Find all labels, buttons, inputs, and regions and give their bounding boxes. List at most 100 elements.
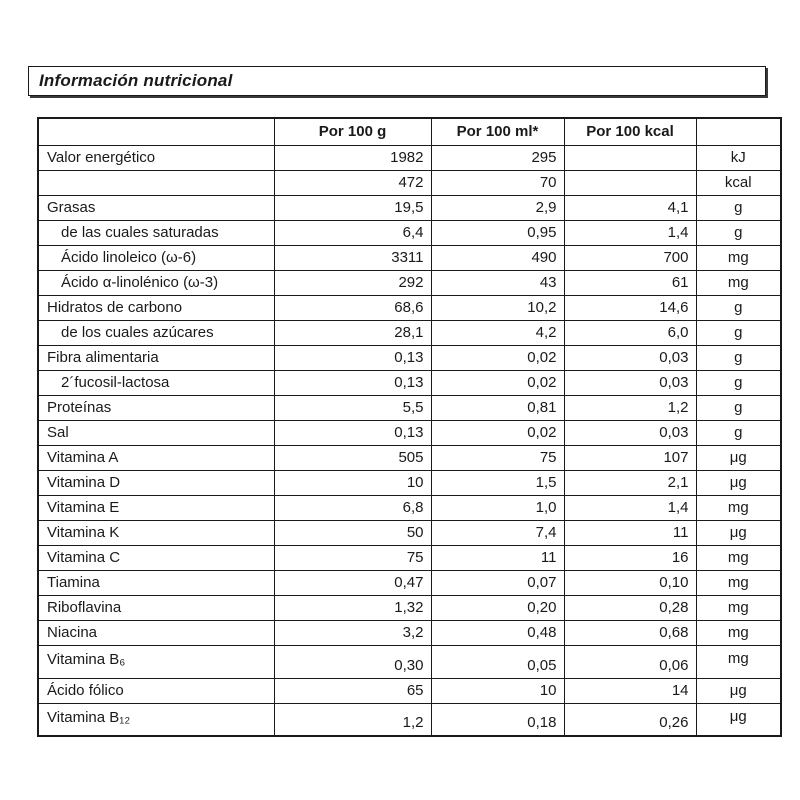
nutrient-label: Ácido α-linolénico (ω-3) — [37, 269, 275, 296]
value-per-100kcal: 0,68 — [563, 619, 697, 646]
header-row: Por 100 g Por 100 ml* Por 100 kcal — [37, 117, 782, 146]
value-per-100g: 68,6 — [273, 294, 432, 321]
value-per-100g: 0,47 — [273, 569, 432, 596]
table-row: Grasas 19,5 2,9 4,1 g — [37, 194, 782, 221]
value-per-100g: 472 — [273, 169, 432, 196]
nutrient-label: Vitamina A — [37, 444, 275, 471]
table-row: Tiamina 0,47 0,07 0,10 mg — [37, 569, 782, 596]
table-row: Fibra alimentaria 0,13 0,02 0,03 g — [37, 344, 782, 371]
table-row: Vitamina K 50 7,4 11 μg — [37, 519, 782, 546]
table-row: Vitamina A 505 75 107 μg — [37, 444, 782, 471]
value-per-100ml: 75 — [430, 444, 565, 471]
table-row: Riboflavina 1,32 0,20 0,28 mg — [37, 594, 782, 621]
table-row: Vitamina E 6,8 1,0 1,4 mg — [37, 494, 782, 521]
value-unit: kcal — [695, 169, 782, 196]
value-per-100ml: 7,4 — [430, 519, 565, 546]
value-per-100g: 1,32 — [273, 594, 432, 621]
value-per-100kcal — [563, 169, 697, 196]
value-per-100g: 65 — [273, 677, 432, 704]
nutrient-label: Vitamina B₁₂ — [37, 702, 275, 737]
value-per-100kcal — [563, 144, 697, 171]
nutrient-label: Niacina — [37, 619, 275, 646]
value-per-100ml: 0,07 — [430, 569, 565, 596]
value-unit: mg — [695, 494, 782, 521]
value-per-100g: 3311 — [273, 244, 432, 271]
nutrition-table-body: Valor energético 1982 295 kJ 472 70 kcal… — [37, 144, 782, 737]
value-unit: g — [695, 394, 782, 421]
table-row: Ácido fólico 65 10 14 μg — [37, 677, 782, 704]
nutrient-label: de los cuales azúcares — [37, 319, 275, 346]
value-unit: mg — [695, 569, 782, 596]
value-per-100kcal: 0,03 — [563, 369, 697, 396]
value-per-100ml: 0,02 — [430, 344, 565, 371]
table-row: Hidratos de carbono 68,6 10,2 14,6 g — [37, 294, 782, 321]
value-per-100kcal: 16 — [563, 544, 697, 571]
value-per-100g: 5,5 — [273, 394, 432, 421]
value-per-100ml: 2,9 — [430, 194, 565, 221]
nutrient-label: Ácido fólico — [37, 677, 275, 704]
table-row: de las cuales saturadas 6,4 0,95 1,4 g — [37, 219, 782, 246]
value-per-100ml: 0,02 — [430, 369, 565, 396]
nutrient-label: Vitamina K — [37, 519, 275, 546]
value-per-100ml: 4,2 — [430, 319, 565, 346]
value-unit: mg — [695, 269, 782, 296]
value-per-100g: 3,2 — [273, 619, 432, 646]
value-per-100kcal: 0,26 — [563, 702, 697, 737]
table-row: Vitamina D 10 1,5 2,1 μg — [37, 469, 782, 496]
value-per-100kcal: 61 — [563, 269, 697, 296]
value-per-100g: 6,4 — [273, 219, 432, 246]
value-per-100g: 50 — [273, 519, 432, 546]
nutrition-table: Por 100 g Por 100 ml* Por 100 kcal Valor… — [37, 117, 782, 737]
value-unit: μg — [695, 444, 782, 471]
nutrient-label: Tiamina — [37, 569, 275, 596]
value-per-100g: 0,13 — [273, 344, 432, 371]
value-per-100ml: 0,95 — [430, 219, 565, 246]
nutrient-label: Vitamina D — [37, 469, 275, 496]
value-unit: g — [695, 319, 782, 346]
nutrient-label: Ácido linoleico (ω-6) — [37, 244, 275, 271]
value-unit: μg — [695, 469, 782, 496]
table-row: de los cuales azúcares 28,1 4,2 6,0 g — [37, 319, 782, 346]
value-per-100g: 505 — [273, 444, 432, 471]
nutrient-label: Vitamina B₆ — [37, 644, 275, 679]
value-per-100kcal: 1,4 — [563, 219, 697, 246]
value-unit: kJ — [695, 144, 782, 171]
nutrient-label: Vitamina E — [37, 494, 275, 521]
value-unit: g — [695, 294, 782, 321]
value-unit: μg — [695, 519, 782, 546]
value-unit: mg — [695, 544, 782, 571]
value-per-100g: 1,2 — [273, 702, 432, 737]
value-per-100kcal: 0,06 — [563, 644, 697, 679]
value-per-100g: 10 — [273, 469, 432, 496]
value-per-100kcal: 2,1 — [563, 469, 697, 496]
value-per-100ml: 0,20 — [430, 594, 565, 621]
nutrient-label: Sal — [37, 419, 275, 446]
nutrient-label: Grasas — [37, 194, 275, 221]
value-per-100ml: 0,05 — [430, 644, 565, 679]
value-per-100g: 292 — [273, 269, 432, 296]
value-per-100ml: 1,5 — [430, 469, 565, 496]
value-per-100ml: 10 — [430, 677, 565, 704]
value-per-100kcal: 1,4 — [563, 494, 697, 521]
value-per-100kcal: 11 — [563, 519, 697, 546]
table-row: Proteínas 5,5 0,81 1,2 g — [37, 394, 782, 421]
table-row: Sal 0,13 0,02 0,03 g — [37, 419, 782, 446]
table-row: 472 70 kcal — [37, 169, 782, 196]
value-unit: mg — [695, 594, 782, 621]
value-per-100ml: 70 — [430, 169, 565, 196]
value-unit: g — [695, 344, 782, 371]
nutrient-label: de las cuales saturadas — [37, 219, 275, 246]
value-unit: mg — [695, 244, 782, 271]
value-per-100g: 28,1 — [273, 319, 432, 346]
table-row: Ácido α-linolénico (ω-3) 292 43 61 mg — [37, 269, 782, 296]
nutrient-label: Hidratos de carbono — [37, 294, 275, 321]
value-per-100g: 1982 — [273, 144, 432, 171]
value-per-100ml: 1,0 — [430, 494, 565, 521]
value-per-100kcal: 0,10 — [563, 569, 697, 596]
value-per-100ml: 0,48 — [430, 619, 565, 646]
value-per-100g: 19,5 — [273, 194, 432, 221]
value-per-100ml: 11 — [430, 544, 565, 571]
value-per-100g: 75 — [273, 544, 432, 571]
nutrient-label: 2´fucosil-lactosa — [37, 369, 275, 396]
value-unit: g — [695, 419, 782, 446]
